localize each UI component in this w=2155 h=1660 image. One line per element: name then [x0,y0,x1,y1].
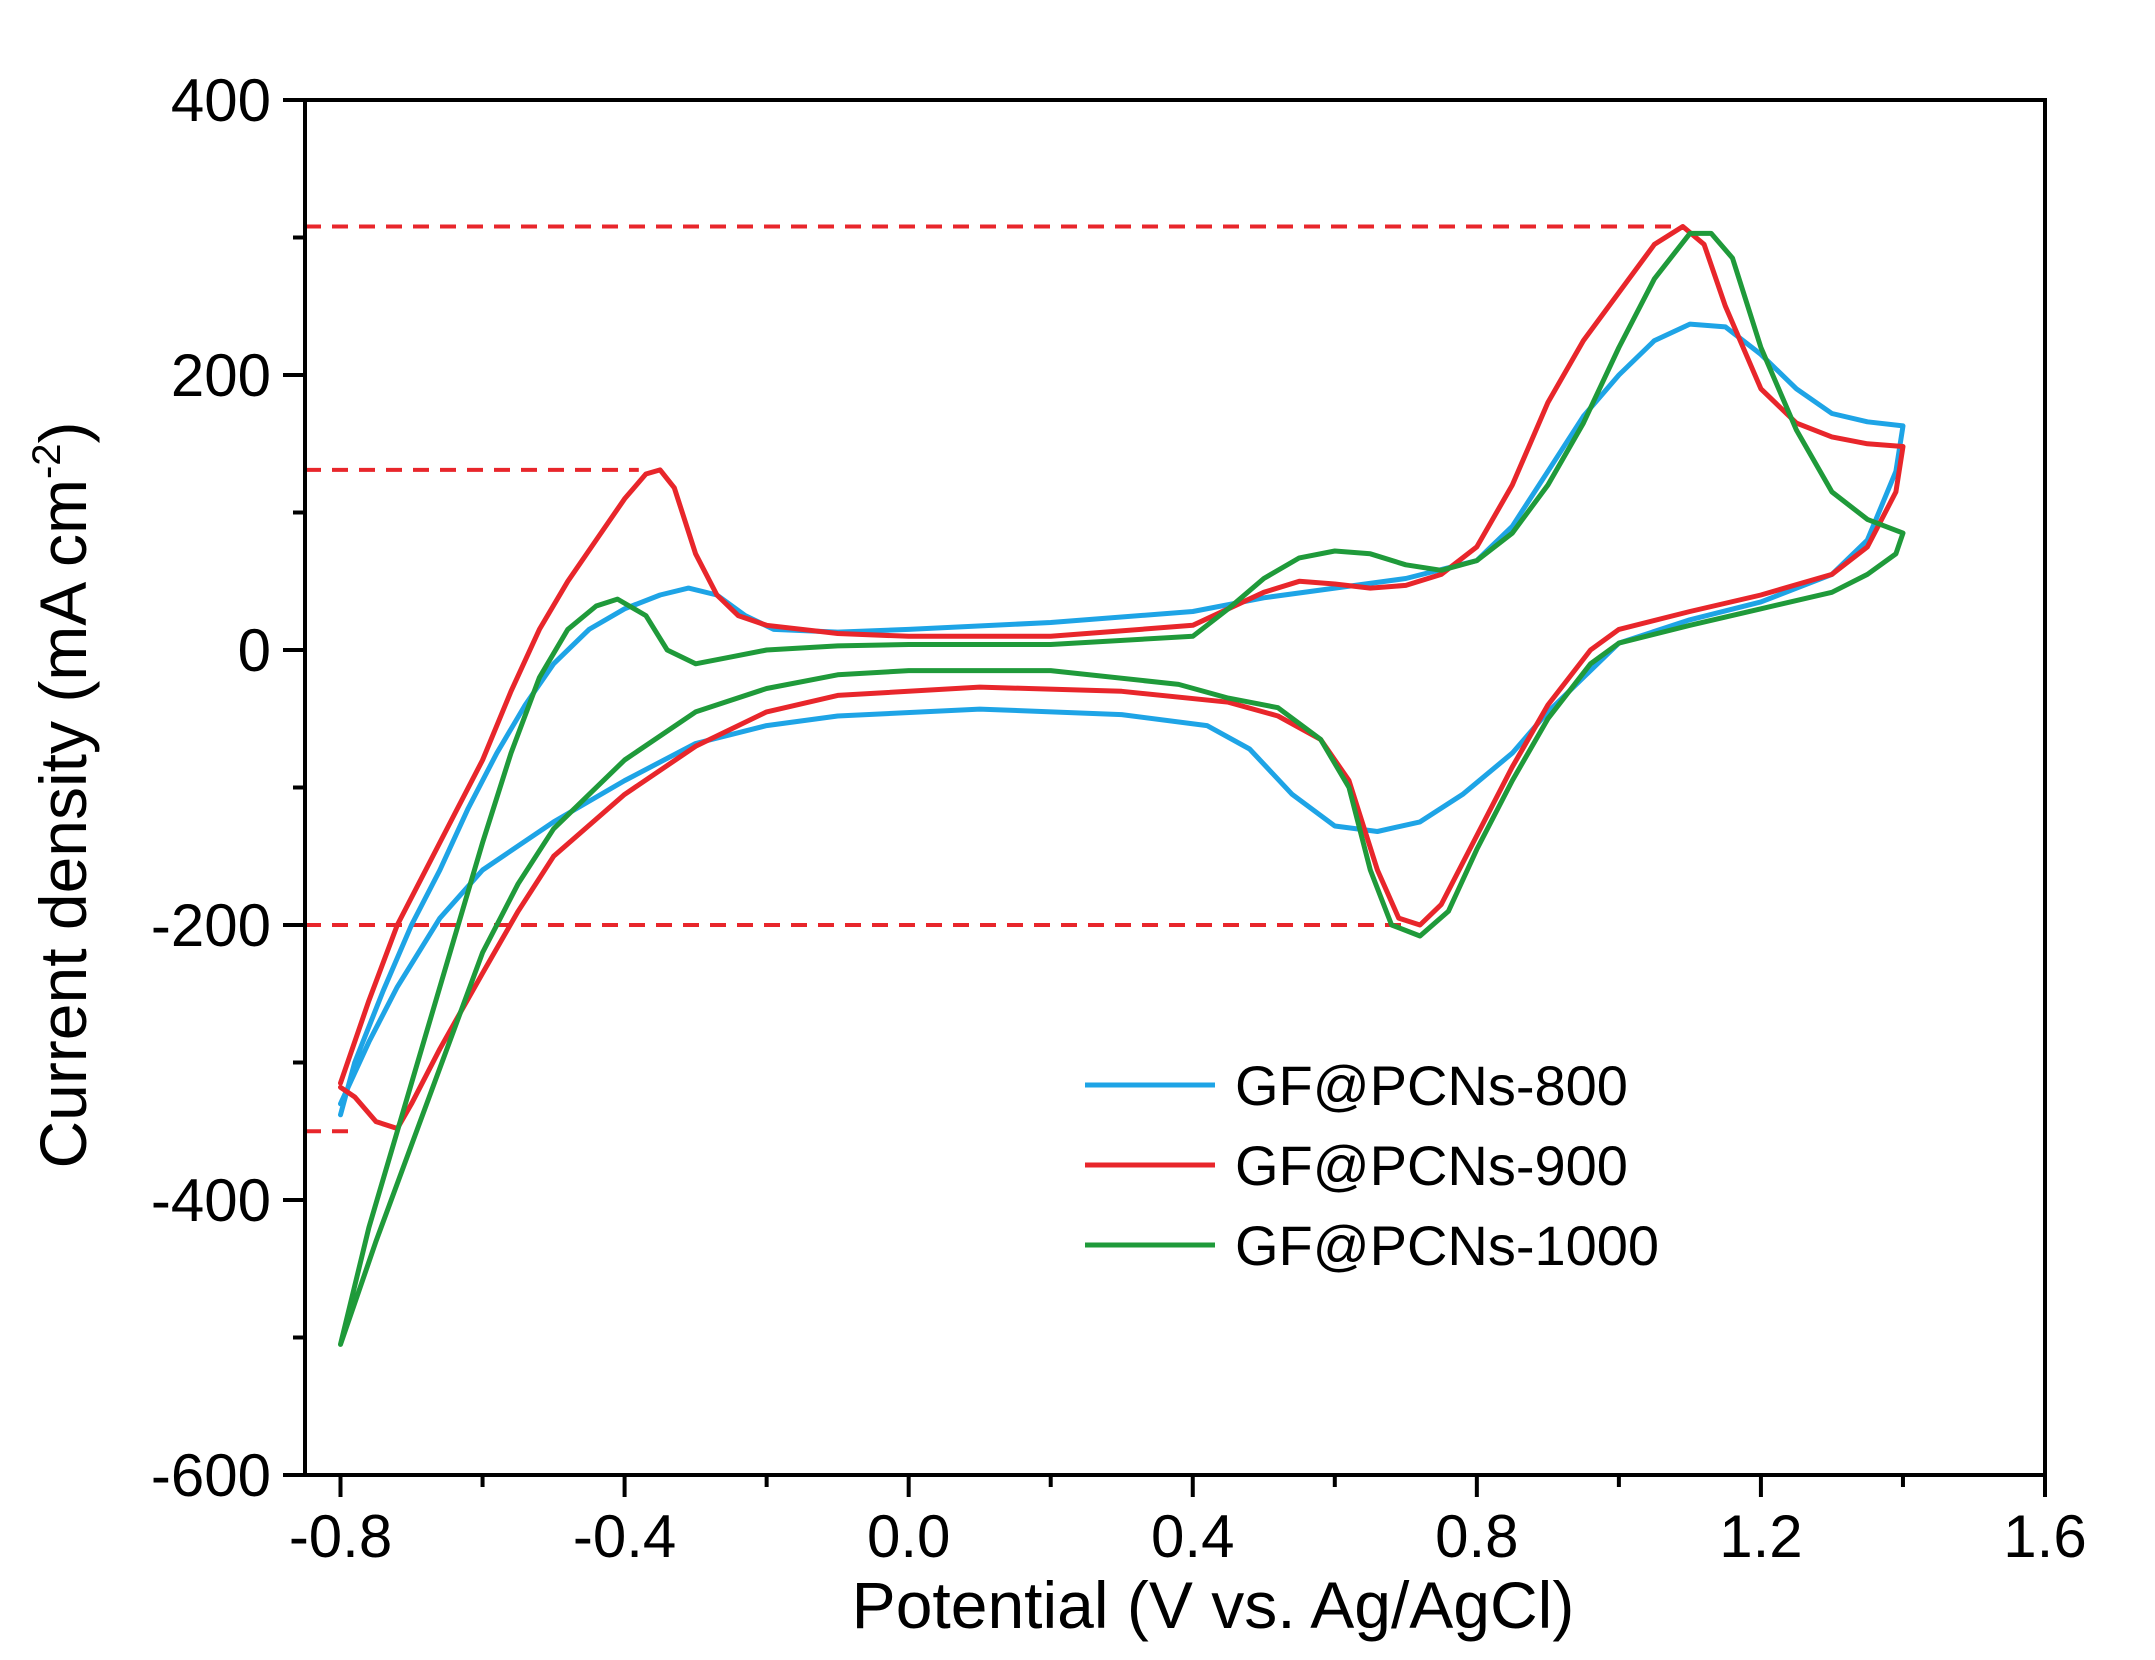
y-axis-title: Current density (mA cm-2) [25,421,100,1168]
legend-label-0: GF@PCNs-800 [1235,1054,1628,1117]
x-tick-label-4: 0.8 [1435,1503,1518,1570]
y-tick-label-0: -600 [151,1442,271,1509]
plot-frame [303,98,2047,1477]
y-tick-label-2: -200 [151,892,271,959]
y-axis-title-close: ) [26,421,100,443]
x-tick-label-2: 0.0 [867,1503,950,1570]
x-tick-labels: -0.8 -0.4 0.0 0.4 0.8 1.2 1.6 [289,1503,2087,1570]
x-tick-label-1: -0.4 [573,1503,676,1570]
legend: GF@PCNs-800 GF@PCNs-900 GF@PCNs-1000 [1085,1054,1659,1277]
reference-lines [305,224,1683,1134]
y-tick-label-3: 0 [238,617,271,684]
series-lines [338,224,1906,1347]
y-axis-title-main: Current density (mA cm [26,479,100,1169]
legend-label-2: GF@PCNs-1000 [1235,1214,1659,1277]
y-tick-label-5: 400 [171,67,271,134]
axis-ticks [283,98,2047,1497]
y-axis-title-superscript: -2 [25,443,69,479]
y-tick-label-4: 200 [171,342,271,409]
x-tick-label-0: -0.8 [289,1503,392,1570]
x-tick-label-5: 1.2 [1719,1503,1802,1570]
y-tick-label-1: -400 [151,1167,271,1234]
series-line-1 [338,224,1906,1131]
legend-label-1: GF@PCNs-900 [1235,1134,1628,1197]
x-axis-title: Potential (V vs. Ag/AgCl) [852,1568,1575,1642]
x-tick-label-6: 1.6 [2003,1503,2086,1570]
y-tick-labels: -600 -400 -200 0 200 400 [151,67,271,1509]
x-tick-label-3: 0.4 [1151,1503,1234,1570]
series-line-0 [338,321,1906,1118]
series-line-2 [338,230,1906,1347]
